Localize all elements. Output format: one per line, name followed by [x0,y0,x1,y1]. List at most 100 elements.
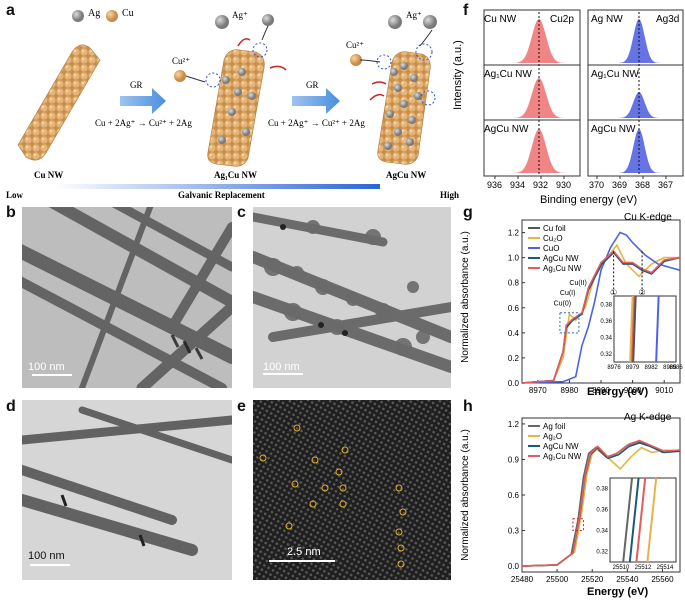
inset-x-tick: 25514 [657,565,674,571]
x-tick-label: 25500 [546,575,569,584]
y-tick-label: 1.2 [508,229,520,238]
inset-y-tick: 0.38 [600,302,612,308]
inset-y-tick: 0.34 [600,335,612,341]
panel-e-label: e [237,398,246,415]
y-tick-label: 0.4 [508,329,520,338]
inset-y-tick: 0.32 [596,550,608,556]
xps-tick-368: 368 [635,180,651,190]
x-tick-label: 8970 [529,386,547,395]
xps-tick-367: 367 [658,180,674,190]
hrtem-image-e: 2.5 nm [253,400,451,580]
legend-label: CuO [543,244,559,253]
scale-high-label: High [440,190,460,200]
scale-label-e: 2.5 nm [287,546,321,558]
y-tick-label: 0.8 [508,279,520,288]
xps-panels [483,9,684,179]
inset-x-tick: 25512 [635,565,652,571]
x-tick-label: 25520 [581,575,604,584]
xps-tick-369: 369 [612,180,628,190]
xanes-cu-chart: 8970 8980 8990 9000 9010 0.0 0.2 0.4 0.6 0.8 1.0 1.… [508,219,683,395]
tem-image-b: 100 nm [22,207,232,388]
y-tick-label: 0.6 [508,491,520,500]
xps-row-cu-nw: Cu NW [484,14,517,25]
legend-label: AgCu NW [543,254,579,263]
y-tick-label: 0.2 [508,354,520,363]
annot-cu2: Cu(II) [569,280,587,287]
xps-cu2p-peak [486,78,578,118]
scale-bar-d [30,564,70,566]
panel-g-label: g [463,204,473,221]
scale-bar-e [269,560,335,562]
y-tick-label: 0.3 [508,527,520,536]
ag-legend-ball [72,10,84,22]
chart-g-xlabel: Energy (eV) [587,386,649,398]
xps-ag3d-peak [590,19,681,63]
xps-row-ag1cu-left: Ag₁Cu NW [484,69,532,80]
inset-x-tick: 8985 [663,365,677,371]
scale-label-b: 100 nm [28,361,65,373]
panel-c-label: c [237,204,246,221]
scale-low-label: Low [6,190,24,200]
reaction-1: Cu + 2Ag⁺ → Cu²⁺ + 2Ag [95,118,192,128]
scale-bar-c [263,373,303,375]
ag1cu-nanowire [207,49,265,167]
gr-scale-bar [54,184,380,189]
series-line [521,243,680,384]
xps-tick-936: 936 [487,180,503,190]
scale-bar-b [32,374,72,376]
xps-row-ag-nw: Ag NW [591,14,623,25]
inset-series-line [646,477,658,563]
scale-title: Galvanic Replacement [178,190,265,200]
inset-y-tick: 0.38 [596,487,608,493]
inset-x-tick: 8976 [607,365,621,371]
inset-series-line [622,477,633,563]
chart-g-title: Cu K-edge [624,212,672,223]
inset-series-line [632,295,637,363]
legend-ag-text: Ag [88,8,101,19]
inset-x-tick: 8982 [645,365,659,371]
legend-label: Ag foil [543,422,565,431]
annot-cu1: Cu(I) [560,290,576,297]
xps-title-cu2p: Cu2p [550,14,574,25]
annot-cu0: Cu(0) [554,300,572,307]
ion-ag-1: Ag⁺ [232,10,248,20]
xps-title-ag3d: Ag3d [656,14,680,25]
y-tick-label: 0.0 [508,379,520,388]
xps-tick-934: 934 [510,180,526,190]
y-tick-label: 0.6 [508,304,520,313]
panel-f-label: f [463,2,469,19]
inset-frame [613,295,677,363]
xps-row-agcu-right: AgCu NW [591,124,636,135]
zoom-box [572,518,584,532]
x-tick-label: 9000 [624,386,642,395]
series-line [521,250,681,384]
inset-series-line [655,295,660,363]
legend-label: Ag₂O [543,432,562,441]
wire-label-2: Ag₁Cu NW [214,170,257,180]
legend-label: Cu foil [543,224,566,233]
inset-x-tick: 25510 [613,565,630,571]
legend-label: AgCu NW [543,442,579,451]
gr-arrow-1 [120,88,166,114]
xps-row-agcu-left: AgCu NW [484,124,529,135]
inset-y-tick: 0.32 [600,352,612,358]
y-tick-label: 0.9 [508,455,520,464]
tem-image-d: 100 nm [22,400,232,580]
xanes-ag-chart: 25480 25500 25520 25540 25560 0.0 0.3 0.6 0.9 1.2… [508,417,681,584]
inset-y-tick: 0.34 [596,529,608,535]
scale-label-c: 100 nm [263,361,300,373]
legend-label: Ag₁Cu NW [543,452,582,461]
legend-cu-text: Cu [122,8,134,19]
ion-cu-1: Cu²⁺ [172,56,190,66]
gr-label-2: GR [306,80,319,90]
y-tick-label: 1.2 [508,420,520,429]
wire-label-3: AgCu NW [386,170,427,180]
x-tick-label: 25560 [651,575,674,584]
zoom-box [559,312,580,334]
gr-label-1: GR [130,80,143,90]
inset-series-line [629,295,634,363]
series-line [521,439,681,567]
xps-cu2p-peak [486,19,578,63]
x-tick-label: 25480 [511,575,534,584]
x-tick-label: 25540 [616,575,639,584]
